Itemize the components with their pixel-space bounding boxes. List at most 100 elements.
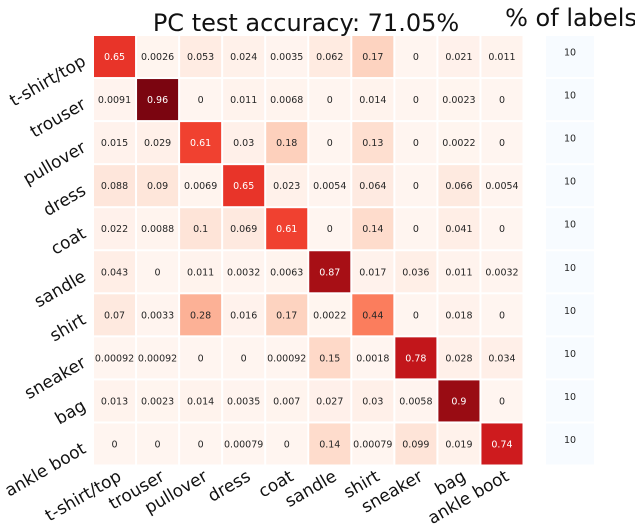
heatmap-cell-label: 0 [413, 52, 419, 63]
heatmap-cell [395, 208, 437, 250]
heatmap-cell [352, 208, 394, 250]
heatmap-cell [481, 423, 523, 465]
heatmap-cell-label: 0 [499, 396, 505, 407]
heatmap-cell-label: 0.007 [273, 396, 300, 407]
heatmap-cell [180, 208, 222, 250]
heatmap-cell-label: 0.088 [101, 181, 128, 192]
heatmap-cell-label: 0 [198, 353, 204, 364]
heatmap-cell [137, 208, 179, 250]
label-share-cell-label: 10 [564, 91, 576, 102]
heatmap-cell [180, 122, 222, 164]
heatmap-cell [481, 294, 523, 336]
heatmap-cell [438, 423, 480, 465]
heatmap-cell [352, 122, 394, 164]
heatmap-cell [266, 380, 308, 422]
heatmap-cell [223, 294, 265, 336]
heatmap-cell [94, 208, 136, 250]
heatmap-cell [180, 294, 222, 336]
heatmap-cell [266, 294, 308, 336]
heatmap-cell [94, 337, 136, 379]
heatmap-cell-label: 0.069 [230, 224, 257, 235]
heatmap-cell [395, 36, 437, 78]
heatmap-cell [395, 423, 437, 465]
heatmap-cell-label: 0.017 [359, 267, 386, 278]
row-tick-label: trouser [27, 95, 90, 143]
heatmap-cell [180, 165, 222, 207]
heatmap-cell-label: 0.029 [144, 138, 171, 149]
heatmap-cell-label: 0.78 [405, 353, 426, 364]
label-share-cell-label: 10 [564, 306, 576, 317]
heatmap-cell-label: 0.0022 [442, 138, 475, 149]
heatmap-cell [438, 251, 480, 293]
chart-title: PC test accuracy: 71.05% [153, 9, 459, 37]
heatmap-cell-label: 0.17 [276, 310, 297, 321]
heatmap-cell [438, 337, 480, 379]
heatmap-cell-label: 0.034 [488, 353, 515, 364]
heatmap-cell [395, 251, 437, 293]
heatmap-cell-label: 0 [112, 439, 118, 450]
heatmap-cell [266, 79, 308, 121]
heatmap-cell-label: 0.011 [445, 267, 472, 278]
heatmap-cell-label: 0.14 [319, 439, 340, 450]
heatmap-cell [266, 208, 308, 250]
heatmap-cell-label: 0 [327, 224, 333, 235]
heatmap-cell [309, 165, 351, 207]
heatmap-cell-label: 0.011 [488, 52, 515, 63]
heatmap-cell [438, 36, 480, 78]
heatmap-cell [352, 294, 394, 336]
heatmap-cell-label: 0.014 [187, 396, 214, 407]
heatmap-cell [223, 423, 265, 465]
heatmap-cell-label: 0.013 [101, 396, 128, 407]
column-tick-label: dress [205, 466, 255, 506]
heatmap-cell [309, 122, 351, 164]
label-share-cell [546, 251, 594, 293]
heatmap-cell-label: 0 [327, 95, 333, 106]
heatmap-cell-label: 0.13 [362, 138, 383, 149]
heatmap-cell-label: 0.28 [190, 310, 211, 321]
label-share-cell [546, 165, 594, 207]
heatmap-cell [137, 337, 179, 379]
heatmap-cell-label: 0.024 [230, 52, 257, 63]
heatmap-cell [481, 122, 523, 164]
label-share-cell-label: 10 [564, 349, 576, 360]
heatmap-cell [137, 36, 179, 78]
heatmap-cell-label: 0.011 [187, 267, 214, 278]
heatmap-cell-label: 0.0054 [485, 181, 518, 192]
heatmap-cell-label: 0.014 [359, 95, 386, 106]
heatmap-cell [395, 294, 437, 336]
heatmap-cell [137, 380, 179, 422]
heatmap-cell [481, 380, 523, 422]
heatmap-cell-label: 0.00079 [353, 439, 392, 450]
heatmap-cell-label: 0 [155, 267, 161, 278]
column-tick-label: ankle boot [425, 466, 513, 528]
heatmap-cell [180, 337, 222, 379]
heatmap-cell [266, 165, 308, 207]
heatmap-cell-label: 0.0022 [313, 310, 346, 321]
heatmap-cell-label: 0.015 [101, 138, 128, 149]
heatmap-cell-label: 0.011 [230, 95, 257, 106]
label-share-cell-label: 10 [564, 220, 576, 231]
heatmap-cell [94, 165, 136, 207]
heatmap-cell [395, 122, 437, 164]
row-tick-label: dress [40, 181, 90, 221]
heatmap-cell-label: 0.0068 [270, 95, 303, 106]
heatmap-cell-label: 0.74 [491, 439, 512, 450]
heatmap-cell-label: 0 [284, 439, 290, 450]
heatmap-cell-label: 0.09 [147, 181, 168, 192]
heatmap-cell-label: 0.0023 [141, 396, 174, 407]
label-share-cell [546, 122, 594, 164]
label-share-cell [546, 79, 594, 121]
heatmap-cell-label: 0.066 [445, 181, 472, 192]
heatmap-cell-label: 0.023 [273, 181, 300, 192]
heatmap-cell [395, 337, 437, 379]
heatmap-cell [438, 294, 480, 336]
heatmap-cell-label: 0 [413, 310, 419, 321]
heatmap-cell-label: 0.03 [362, 396, 383, 407]
heatmap-cell-label: 0 [241, 353, 247, 364]
heatmap-cell [309, 423, 351, 465]
heatmap-cell [266, 251, 308, 293]
heatmap-cell [266, 36, 308, 78]
heatmap-cell-label: 0.87 [319, 267, 340, 278]
heatmap-cell-label: 0 [499, 310, 505, 321]
